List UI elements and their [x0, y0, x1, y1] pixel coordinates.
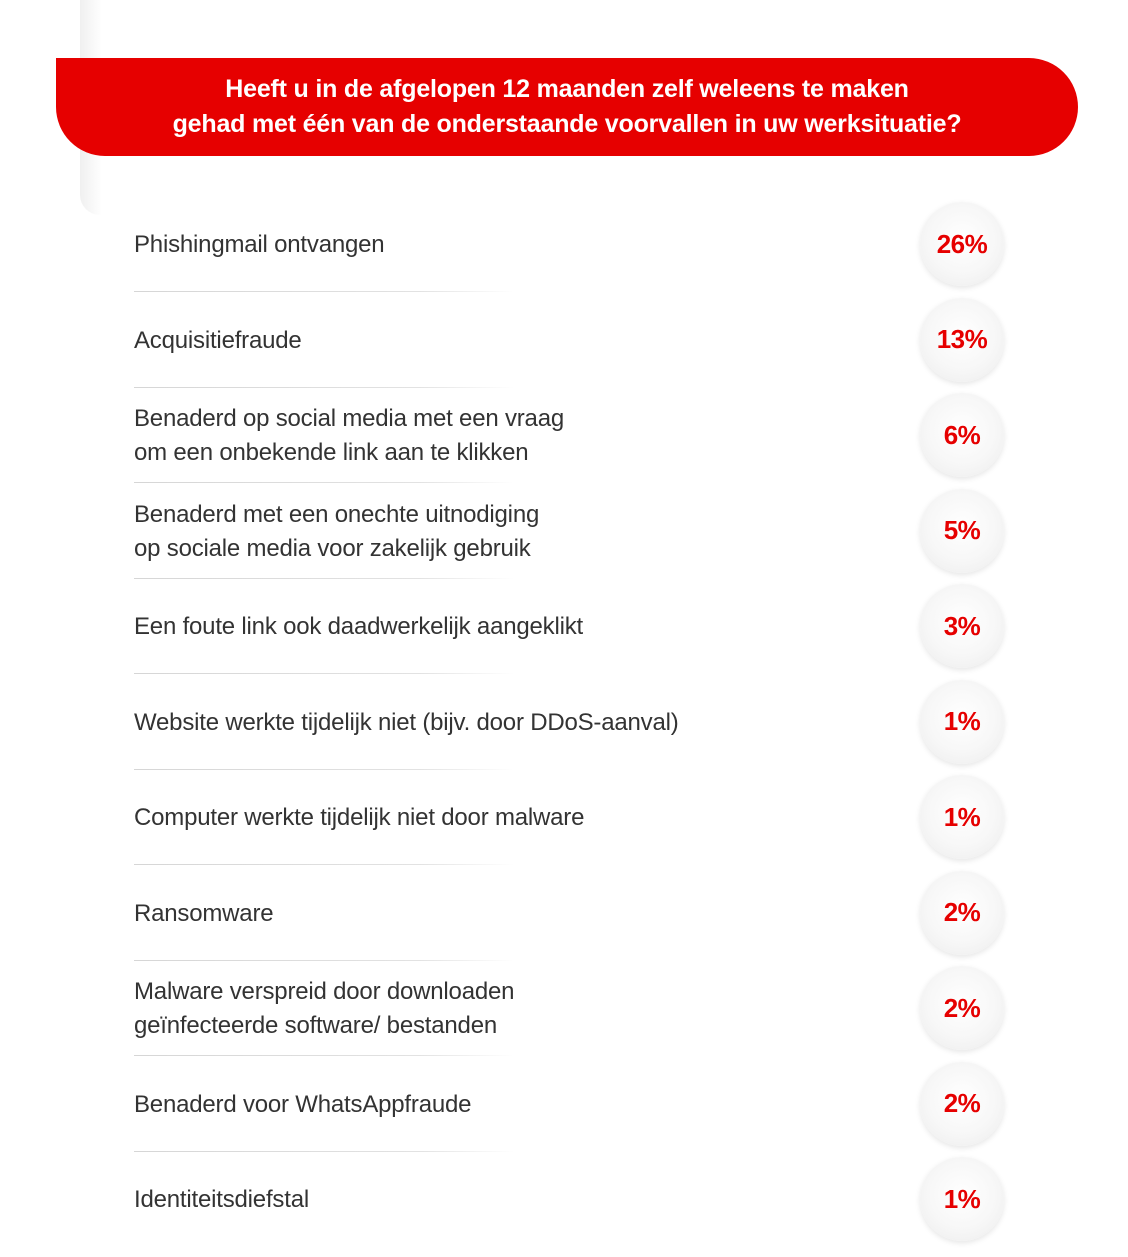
percentage-value: 1	[944, 706, 981, 737]
incident-label: Website werkte tijdelijk niet (bijv. doo…	[134, 708, 679, 736]
question-banner: Heeft u in de afgelopen 12 maanden zelf …	[56, 58, 1078, 156]
row-divider	[134, 291, 514, 292]
incident-label: Phishingmail ontvangen	[134, 231, 385, 258]
percentage-badge: 2	[920, 870, 1004, 955]
percentage-value: 2	[944, 897, 981, 928]
incident-label: Acquisitiefraude	[134, 326, 302, 354]
percentage-value: 26	[937, 229, 988, 260]
incident-label: Malware verspreid door downloaden geïnfe…	[134, 978, 515, 1039]
incident-label: Computer werkte tijdelijk niet door malw…	[134, 804, 585, 831]
percentage-badge: 26	[920, 202, 1004, 286]
percentage-value: 3	[944, 611, 981, 642]
incident-label: Identiteitsdiefstal	[134, 1186, 309, 1213]
row-divider	[134, 1150, 514, 1152]
table-row: Phishingmail ontvangen 26	[0, 202, 1128, 298]
table-row: Benaderd op social media met een vraag o…	[0, 393, 1128, 489]
incident-label: Ransomware	[134, 899, 274, 927]
table-row: Benaderd met een onechte uitnodiging op …	[0, 488, 1128, 585]
percentage-value: 2	[944, 993, 981, 1024]
incident-label: Benaderd met een onechte uitnodiging op …	[134, 500, 540, 562]
table-row: Website werkte tijdelijk niet (bijv. doo…	[0, 679, 1128, 776]
table-row: Acquisitiefraude 13	[0, 297, 1128, 394]
percentage-value: 5	[944, 515, 981, 546]
percentage-badge: 1	[920, 679, 1004, 764]
table-row: Identiteitsdiefstal 1	[0, 1157, 1128, 1253]
percentage-badge: 3	[920, 584, 1004, 668]
percentage-badge: 1	[920, 1157, 1004, 1241]
percentage-badge: 1	[920, 775, 1004, 859]
row-divider	[134, 864, 514, 865]
row-divider	[134, 768, 514, 770]
table-row: Een foute link ook daadwerkelijk aangekl…	[0, 584, 1128, 680]
table-row: Ransomware 2	[0, 870, 1128, 967]
percentage-badge: 2	[920, 1061, 1004, 1146]
row-divider	[134, 482, 514, 483]
percentage-badge: 13	[920, 297, 1004, 382]
percentage-value: 2	[944, 1088, 981, 1119]
incident-label: Een foute link ook daadwerkelijk aangekl…	[134, 613, 584, 640]
row-divider	[134, 577, 514, 579]
table-row: Malware verspreid door downloaden geïnfe…	[0, 966, 1128, 1062]
percentage-badge: 5	[920, 488, 1004, 573]
question-title: Heeft u in de afgelopen 12 maanden zelf …	[172, 75, 962, 138]
percentage-badge: 2	[920, 966, 1004, 1050]
percentage-value: 1	[944, 802, 981, 833]
table-row: Benaderd voor WhatsAppfraude 2	[0, 1061, 1128, 1158]
row-divider	[134, 673, 514, 674]
percentage-value: 1	[944, 1184, 981, 1215]
incident-label: Benaderd voor WhatsAppfraude	[134, 1090, 472, 1118]
percentage-badge: 6	[920, 393, 1004, 477]
incident-label: Benaderd op social media met een vraag o…	[134, 405, 565, 466]
row-divider	[134, 386, 514, 388]
percentage-value: 6	[944, 420, 981, 451]
row-divider	[134, 1055, 514, 1056]
percentage-value: 13	[937, 324, 988, 355]
table-row: Computer werkte tijdelijk niet door malw…	[0, 775, 1128, 871]
row-divider	[134, 959, 514, 961]
